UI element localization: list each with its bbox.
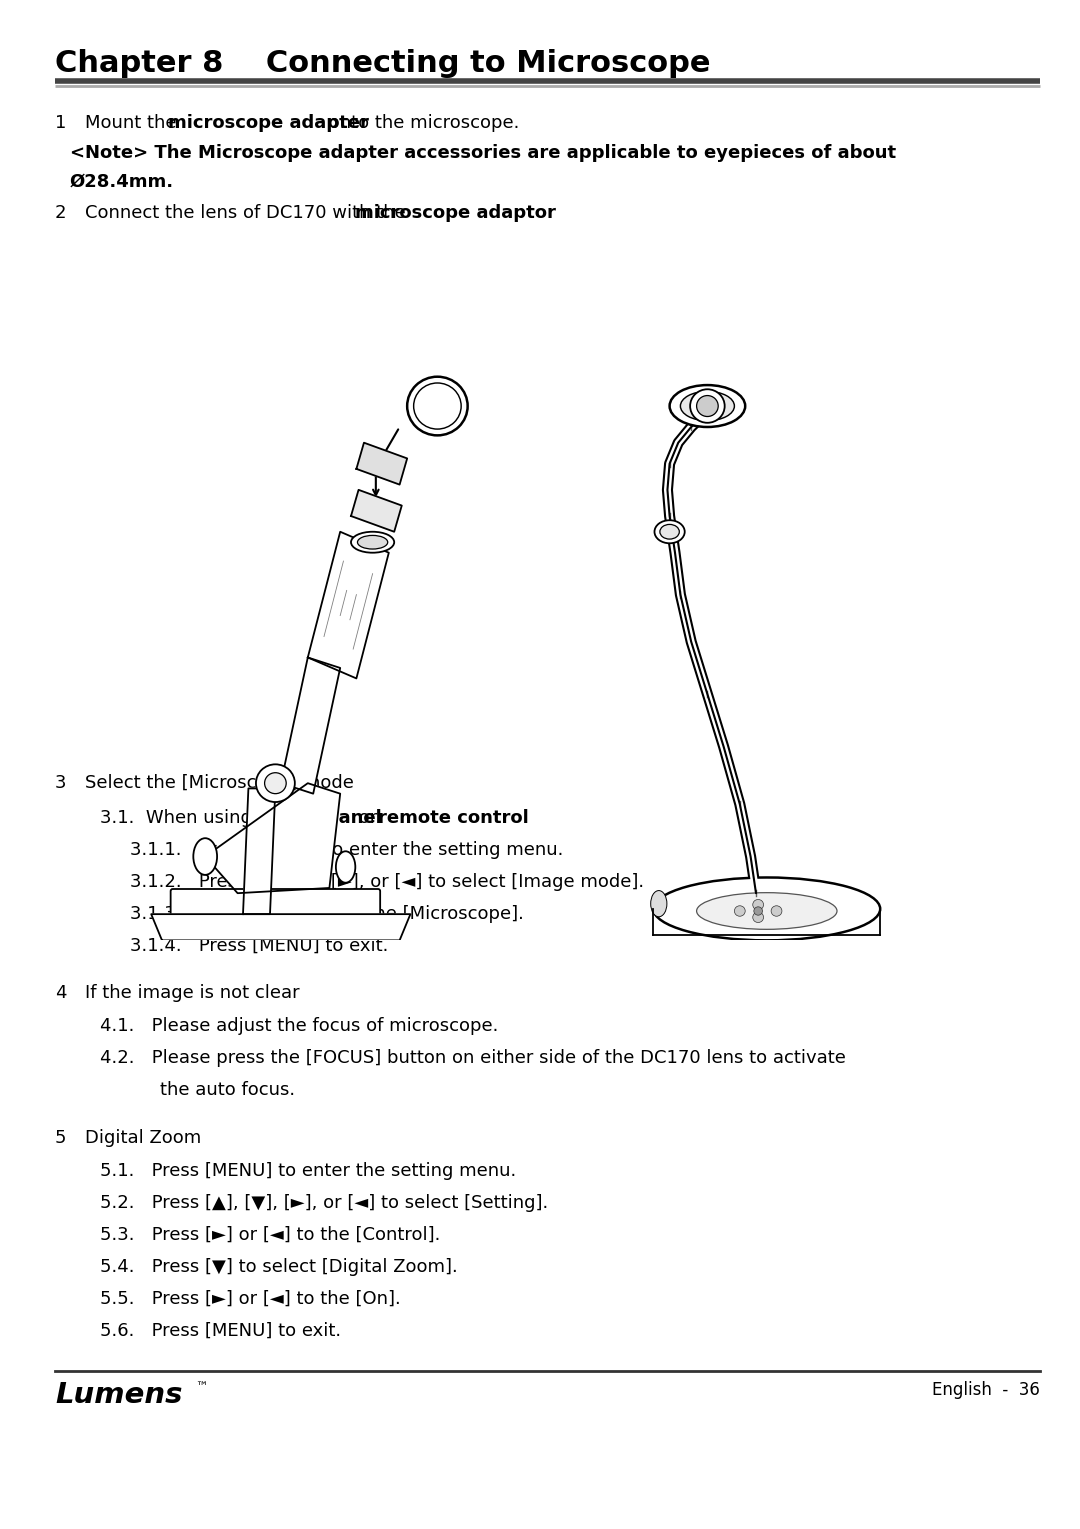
Text: Select the [Microscope] mode: Select the [Microscope] mode (85, 774, 354, 792)
Text: 3.1.  When using the: 3.1. When using the (100, 809, 293, 827)
Text: Mount the: Mount the (85, 115, 183, 131)
Ellipse shape (193, 838, 217, 875)
Text: 3: 3 (55, 774, 67, 792)
Ellipse shape (351, 532, 394, 552)
Text: 5.2.   Press [▲], [▼], [►], or [◄] to select [Setting].: 5.2. Press [▲], [▼], [►], or [◄] to sele… (100, 1194, 549, 1212)
Text: onto the microscope.: onto the microscope. (323, 115, 519, 131)
Text: 5.5.   Press [►] or [◄] to the [On].: 5.5. Press [►] or [◄] to the [On]. (100, 1290, 401, 1307)
Ellipse shape (680, 391, 734, 420)
Circle shape (753, 911, 764, 922)
Circle shape (754, 907, 762, 916)
Text: 1: 1 (55, 115, 66, 131)
Circle shape (771, 905, 782, 916)
Text: 5.4.   Press [▼] to select [Digital Zoom].: 5.4. Press [▼] to select [Digital Zoom]. (100, 1258, 458, 1277)
Text: microscope adapter: microscope adapter (168, 115, 369, 131)
Text: If the image is not clear: If the image is not clear (85, 985, 299, 1001)
Ellipse shape (336, 852, 355, 882)
Text: Digital Zoom: Digital Zoom (85, 1128, 201, 1147)
Ellipse shape (654, 520, 685, 543)
Circle shape (265, 772, 286, 794)
Polygon shape (308, 532, 389, 679)
Text: 5: 5 (55, 1128, 67, 1147)
Circle shape (690, 390, 725, 424)
Polygon shape (151, 914, 410, 940)
Polygon shape (351, 489, 402, 532)
Text: 5.1.   Press [MENU] to enter the setting menu.: 5.1. Press [MENU] to enter the setting m… (100, 1162, 516, 1180)
Text: microscope adaptor: microscope adaptor (355, 203, 556, 222)
Text: 2: 2 (55, 203, 67, 222)
Text: 5.3.   Press [►] or [◄] to the [Control].: 5.3. Press [►] or [◄] to the [Control]. (100, 1226, 441, 1245)
Polygon shape (281, 657, 340, 794)
Text: Chapter 8    Connecting to Microscope: Chapter 8 Connecting to Microscope (55, 49, 711, 78)
Text: 4.1.   Please adjust the focus of microscope.: 4.1. Please adjust the focus of microsco… (100, 1017, 498, 1035)
Ellipse shape (357, 535, 388, 549)
Text: ™: ™ (195, 1381, 207, 1394)
Text: 3.1.2.   Press [▲], [▼], [►], or [◄] to select [Image mode].: 3.1.2. Press [▲], [▼], [►], or [◄] to se… (130, 873, 644, 891)
Circle shape (753, 899, 764, 910)
Text: or: or (353, 809, 383, 827)
Polygon shape (205, 783, 340, 893)
Circle shape (407, 376, 468, 436)
Circle shape (697, 396, 718, 416)
Text: 5.6.   Press [MENU] to exit.: 5.6. Press [MENU] to exit. (100, 1323, 341, 1339)
Text: Connect the lens of DC170 with the: Connect the lens of DC170 with the (85, 203, 411, 222)
Ellipse shape (697, 893, 837, 930)
Polygon shape (243, 789, 275, 914)
Ellipse shape (653, 878, 880, 940)
Circle shape (256, 764, 295, 803)
Text: remote control: remote control (378, 809, 529, 827)
FancyBboxPatch shape (171, 888, 380, 916)
Text: English  -  36: English - 36 (932, 1381, 1040, 1399)
Text: 4.2.   Please press the [FOCUS] button on either side of the DC170 lens to activ: 4.2. Please press the [FOCUS] button on … (100, 1049, 846, 1067)
Text: the auto focus.: the auto focus. (160, 1081, 295, 1099)
Text: Ø28.4mm.: Ø28.4mm. (70, 173, 174, 191)
Text: 3.1.3.   Press [►] or [◄] to the [Microscope].: 3.1.3. Press [►] or [◄] to the [Microsco… (130, 905, 524, 924)
Text: 3.1.4.   Press [MENU] to exit.: 3.1.4. Press [MENU] to exit. (130, 937, 389, 956)
Circle shape (414, 382, 461, 430)
Ellipse shape (418, 396, 457, 416)
Text: 4: 4 (55, 985, 67, 1001)
Ellipse shape (650, 890, 667, 917)
Circle shape (734, 905, 745, 916)
Text: Lumens: Lumens (55, 1381, 183, 1410)
Text: 3.1.1.   Press [MENU] to enter the setting menu.: 3.1.1. Press [MENU] to enter the setting… (130, 841, 564, 859)
Text: <Note> The Microscope adapter accessories are applicable to eyepieces of about: <Note> The Microscope adapter accessorie… (70, 144, 896, 162)
Ellipse shape (670, 385, 745, 427)
Polygon shape (356, 443, 407, 485)
Ellipse shape (660, 524, 679, 540)
Text: control panel: control panel (248, 809, 381, 827)
